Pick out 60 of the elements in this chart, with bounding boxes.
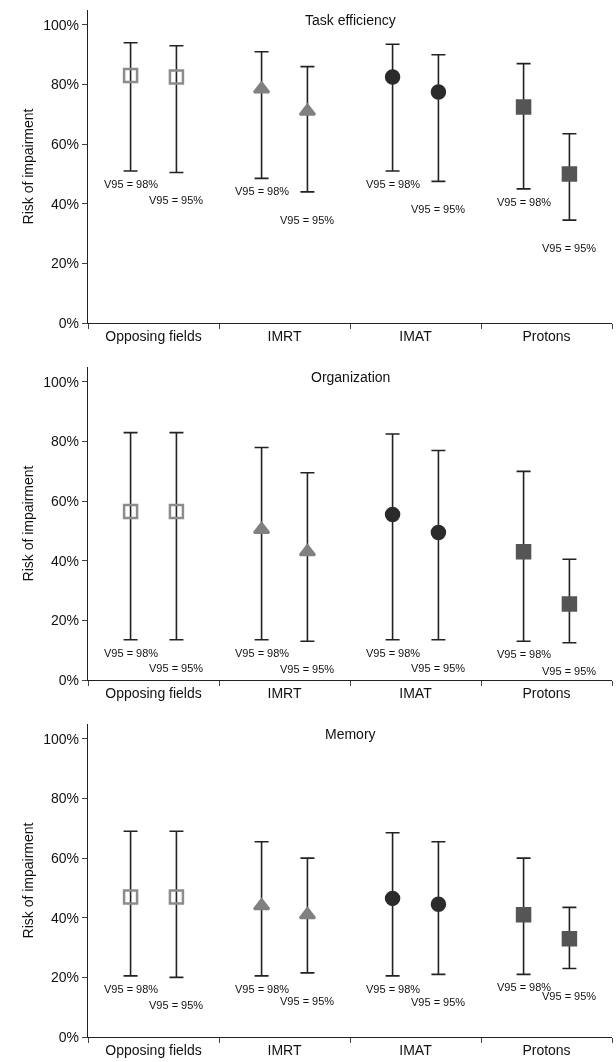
y-tick-label: 20% (51, 969, 80, 986)
annotation: V95 = 98% (235, 185, 290, 197)
y-tick-label: 0% (58, 314, 80, 331)
y-tick-label: 60% (51, 493, 80, 510)
annotation: V95 = 98% (235, 647, 290, 659)
annotation: V95 = 98% (366, 647, 421, 659)
x-tick-label: IMAT (399, 684, 433, 701)
x-tick-label: IMAT (399, 1041, 433, 1058)
y-tick-label: 40% (51, 552, 80, 569)
x-tick-label: IMRT (267, 684, 302, 701)
y-axis-title: Risk of impairment (19, 822, 36, 939)
chart-title: Organization (311, 369, 391, 385)
annotation: V95 = 95% (149, 999, 204, 1011)
annotation: V95 = 95% (411, 203, 466, 215)
annotation: V95 = 98% (497, 648, 552, 660)
y-tick-label: 60% (51, 850, 80, 867)
annotation: V95 = 98% (104, 178, 159, 190)
annotation: V95 = 95% (411, 662, 466, 674)
annotation: V95 = 95% (280, 214, 335, 226)
y-tick-label: 0% (58, 671, 80, 688)
annotation: V95 = 98% (235, 983, 290, 995)
annotation: V95 = 95% (411, 996, 466, 1008)
annotation: V95 = 95% (149, 194, 204, 206)
y-tick-label: 100% (43, 16, 80, 33)
annotation: V95 = 98% (104, 983, 159, 995)
y-tick-label: 20% (51, 255, 80, 272)
x-tick-label: Opposing fields (105, 1041, 202, 1058)
annotation: V95 = 95% (280, 995, 335, 1007)
x-tick-label: Protons (522, 327, 571, 344)
y-axis-title: Risk of impairment (19, 108, 36, 225)
y-tick-label: 40% (51, 195, 80, 212)
x-tick-label: IMAT (399, 327, 433, 344)
y-tick-label: 80% (51, 790, 80, 807)
y-tick-label: 100% (43, 730, 80, 747)
x-tick-label: Opposing fields (105, 684, 202, 701)
y-tick-label: 80% (51, 76, 80, 93)
y-tick-label: 40% (51, 909, 80, 926)
y-tick-label: 80% (51, 433, 80, 450)
chart-title: Memory (325, 726, 376, 742)
annotation: V95 = 95% (542, 665, 597, 677)
y-axis-title: Risk of impairment (19, 465, 36, 582)
annotation: V95 = 98% (366, 983, 421, 995)
annotation: V95 = 98% (104, 647, 159, 659)
x-tick-label: Protons (522, 684, 571, 701)
y-tick-label: 100% (43, 373, 80, 390)
annotation: V95 = 98% (497, 981, 552, 993)
annotation: V95 = 95% (149, 662, 204, 674)
y-tick-label: 0% (58, 1028, 80, 1045)
x-tick-label: Protons (522, 1041, 571, 1058)
annotation: V95 = 98% (497, 196, 552, 208)
chart-title: Task efficiency (305, 12, 396, 28)
annotation: V95 = 95% (542, 990, 597, 1002)
x-tick-label: IMRT (267, 1041, 302, 1058)
annotation: V95 = 95% (542, 242, 597, 254)
x-tick-label: IMRT (267, 327, 302, 344)
annotation: V95 = 98% (366, 178, 421, 190)
x-tick-label: Opposing fields (105, 327, 202, 344)
annotation: V95 = 95% (280, 663, 335, 675)
y-tick-label: 60% (51, 136, 80, 153)
y-tick-label: 20% (51, 612, 80, 629)
